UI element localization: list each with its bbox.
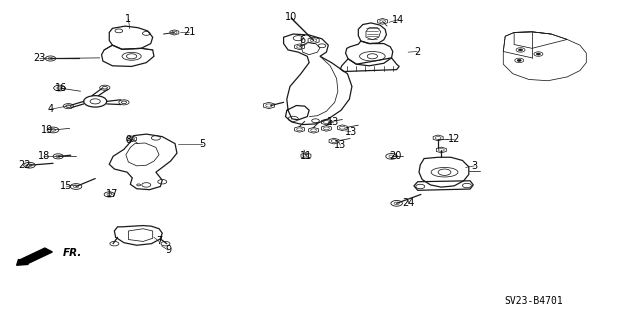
Text: SV23-B4701: SV23-B4701: [504, 296, 563, 306]
Text: 10: 10: [285, 12, 298, 22]
Circle shape: [518, 49, 522, 51]
Text: 24: 24: [402, 198, 414, 208]
Text: FR.: FR.: [63, 248, 83, 258]
Text: 3: 3: [472, 161, 477, 171]
Text: 15: 15: [60, 182, 73, 191]
Text: 5: 5: [199, 139, 205, 149]
Text: 19: 19: [40, 125, 52, 135]
Text: 2: 2: [414, 47, 420, 56]
Circle shape: [536, 53, 540, 55]
Text: 11: 11: [300, 151, 312, 161]
Text: 16: 16: [55, 83, 67, 93]
Text: 22: 22: [19, 160, 31, 170]
Text: 17: 17: [106, 189, 118, 199]
FancyArrow shape: [19, 248, 52, 264]
Circle shape: [517, 59, 521, 61]
Text: 7: 7: [156, 236, 162, 247]
Text: 8: 8: [125, 136, 131, 145]
Text: 13: 13: [344, 127, 356, 137]
Text: 1: 1: [125, 14, 131, 24]
Text: 21: 21: [183, 27, 195, 37]
Text: 18: 18: [38, 151, 51, 161]
Text: 14: 14: [392, 15, 404, 25]
Text: 13: 13: [326, 117, 339, 127]
Text: 4: 4: [47, 104, 54, 114]
Text: 20: 20: [389, 151, 401, 161]
FancyArrow shape: [17, 259, 28, 265]
Text: 9: 9: [165, 245, 171, 255]
Text: 23: 23: [33, 53, 45, 63]
Text: 6: 6: [299, 35, 305, 45]
Text: 13: 13: [334, 140, 347, 150]
Text: 12: 12: [448, 134, 460, 144]
